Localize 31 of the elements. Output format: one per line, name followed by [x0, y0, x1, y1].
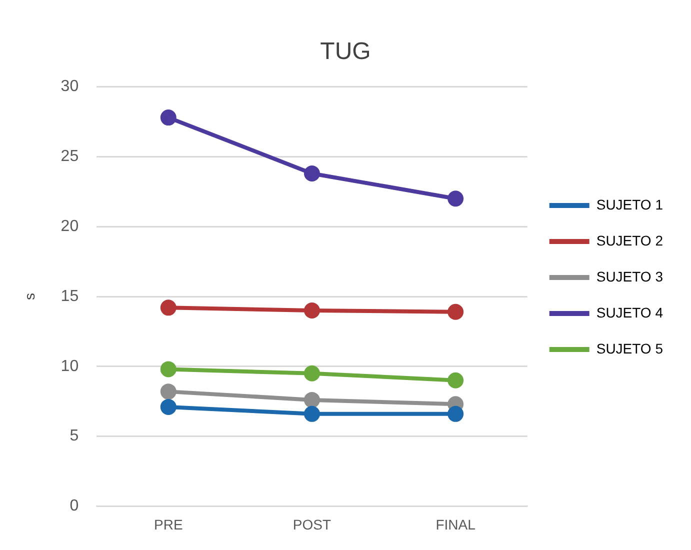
point	[448, 190, 464, 207]
legend-label: SUJETO 4	[596, 304, 664, 320]
point	[448, 406, 464, 422]
point	[304, 302, 320, 318]
y-tick-label: 20	[60, 218, 79, 236]
legend-label: SUJETO 2	[596, 232, 664, 248]
y-tick-label: 30	[60, 78, 79, 96]
y-tick-label: 5	[70, 428, 79, 445]
x-tick-label: POST	[292, 516, 332, 532]
legend-label: SUJETO 5	[596, 340, 664, 356]
y-tick-label: 10	[60, 358, 79, 375]
y-axis-title: s	[21, 293, 38, 300]
legend-label: SUJETO 3	[596, 268, 664, 284]
point	[160, 384, 176, 400]
point	[448, 372, 464, 388]
point	[304, 165, 320, 182]
point	[160, 300, 176, 316]
x-tick-label: PRE	[154, 516, 183, 532]
point	[160, 398, 176, 415]
point	[304, 365, 320, 382]
point	[160, 361, 176, 378]
point	[160, 110, 176, 126]
legend-label: SUJETO 1	[596, 196, 664, 212]
y-tick-label: 0	[70, 498, 79, 515]
point	[448, 304, 464, 320]
point	[304, 392, 320, 408]
x-tick-label: FINAL	[436, 516, 476, 532]
y-tick-label: 25	[60, 148, 79, 166]
point	[304, 406, 320, 422]
chart-title: TUG	[320, 38, 371, 66]
y-tick-label: 15	[60, 288, 79, 305]
